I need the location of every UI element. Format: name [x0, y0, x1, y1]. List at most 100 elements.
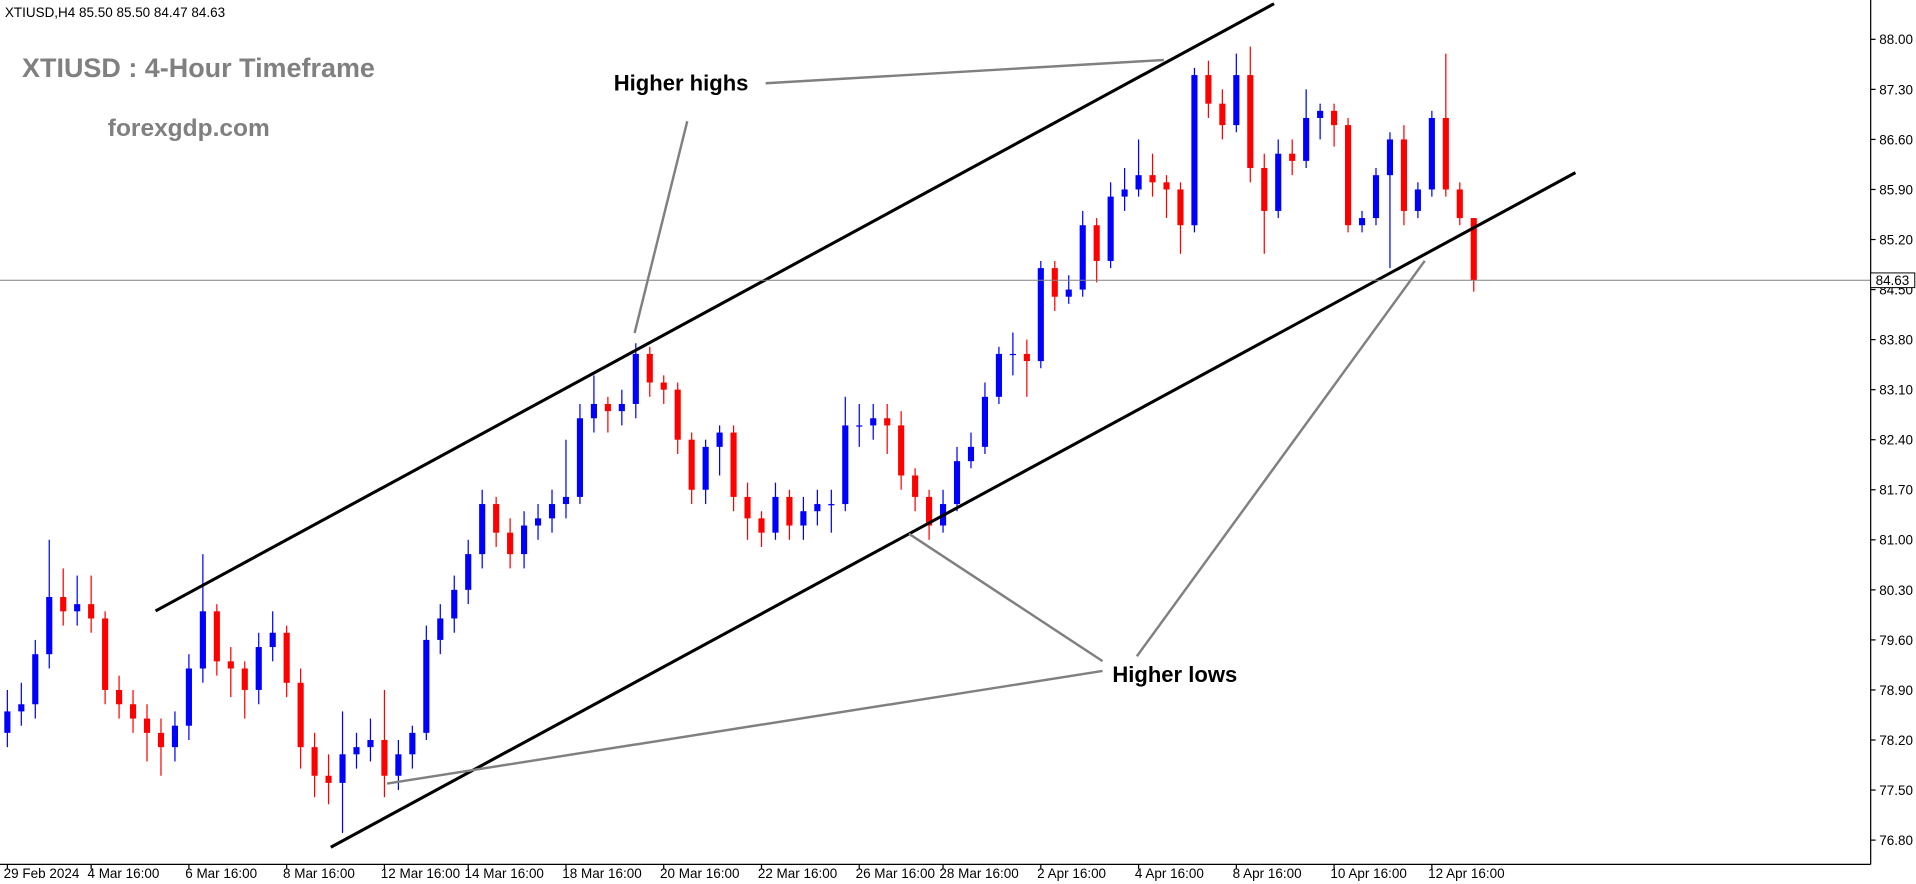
candle-body [1191, 75, 1198, 226]
candle-body [1163, 182, 1170, 190]
candle-body [1442, 117, 1449, 190]
candle-body [129, 704, 137, 719]
candle-body [283, 632, 290, 683]
candle-body [842, 425, 849, 505]
candle-body [898, 425, 905, 476]
pointer [386, 669, 1103, 785]
candle-body [1079, 225, 1086, 290]
x-tick-label: 8 Apr 16:00 [1233, 866, 1302, 881]
candle-body [255, 647, 262, 690]
candle-body [688, 439, 695, 490]
channel-lower [330, 171, 1577, 849]
candle-body [116, 689, 123, 705]
candle-body [856, 425, 863, 427]
candle-body [157, 732, 165, 748]
candle-body [213, 611, 220, 662]
y-tick-label: 88.00 [1879, 32, 1913, 47]
candle-body [995, 353, 1002, 397]
candle-body [758, 518, 765, 533]
x-tick-label: 2 Apr 16:00 [1037, 866, 1106, 881]
candle-body [423, 639, 430, 733]
candle-body [102, 618, 109, 690]
candle-body [185, 668, 192, 726]
x-tick-label: 4 Apr 16:00 [1135, 866, 1204, 881]
y-tick-label: 87.30 [1879, 82, 1913, 97]
header: XTIUSD,H4 85.50 85.50 84.47 84.63 [5, 5, 225, 20]
candle-body [1051, 268, 1058, 297]
candle-body [981, 396, 989, 447]
candle-body [1149, 175, 1156, 183]
candle-body [1121, 189, 1128, 197]
candle-body [1456, 189, 1463, 219]
candle-body [1023, 353, 1030, 362]
candle-body [926, 496, 933, 526]
candle-body [60, 597, 67, 612]
candle-body [1358, 218, 1366, 226]
candle-body [618, 403, 625, 412]
candle-body [590, 403, 597, 419]
candle-body [786, 496, 793, 526]
pointer [765, 58, 1164, 85]
x-tick-label: 18 Mar 16:00 [562, 866, 641, 881]
candle-body [451, 589, 458, 619]
candle-body [646, 353, 653, 383]
plot [4, 46, 1477, 833]
candle-body [772, 496, 779, 533]
candle-body [46, 597, 53, 655]
y-tick-label: 77.50 [1879, 783, 1913, 798]
candle-body [88, 604, 95, 619]
x-tick-label: 4 Mar 16:00 [87, 866, 159, 881]
candle-body [367, 740, 374, 748]
candle-body [1205, 75, 1212, 104]
candle-body [74, 604, 81, 612]
x-tick-label: 8 Mar 16:00 [283, 866, 355, 881]
y-tick-label: 85.90 [1879, 182, 1913, 197]
y-tick-label: 83.10 [1879, 383, 1913, 398]
candle-body [409, 732, 416, 755]
pointer [633, 120, 689, 334]
candle-body [967, 446, 975, 462]
candle-body [381, 740, 388, 776]
x-tick-label: 29 Feb 2024 [4, 866, 80, 881]
candle-body [241, 668, 248, 690]
candle-body [660, 382, 667, 390]
x-tick-label: 28 Mar 16:00 [939, 866, 1018, 881]
candle-body [353, 747, 360, 755]
candle-body [632, 353, 639, 404]
y-tick-label: 81.00 [1879, 533, 1913, 548]
candle-body [199, 611, 206, 669]
candle-body [325, 775, 332, 783]
y-tick-label: 80.30 [1879, 583, 1913, 598]
chart-title: XTIUSD : 4-Hour Timeframe [22, 53, 375, 83]
candle-body [1303, 117, 1310, 161]
candle-body [1261, 168, 1268, 211]
channel-upper [154, 2, 1275, 613]
candle-body [297, 682, 304, 748]
candle-body [674, 389, 681, 440]
x-tick-label: 14 Mar 16:00 [465, 866, 544, 881]
candle-body [1344, 125, 1352, 226]
candle-body [479, 504, 486, 555]
candle-body [1233, 75, 1240, 126]
y-tick-label: 76.80 [1879, 833, 1913, 848]
candle-body [1009, 353, 1016, 356]
candle-body [507, 532, 514, 555]
candle-body [171, 725, 179, 748]
candle-body [227, 661, 234, 669]
y-tick-label: 82.40 [1879, 433, 1913, 448]
y-tick-label: 86.60 [1879, 132, 1913, 147]
x-tick-label: 26 Mar 16:00 [856, 866, 935, 881]
candle-body [814, 504, 821, 512]
candle-body [4, 711, 11, 733]
candle-body [716, 432, 723, 447]
candle-body [1247, 75, 1254, 169]
candle-body [1289, 153, 1296, 161]
candle-body [548, 504, 556, 519]
y-tick-label: 79.60 [1879, 633, 1913, 648]
candle-body [311, 747, 318, 776]
candle-body [604, 403, 611, 412]
x-tick-label: 20 Mar 16:00 [660, 866, 739, 881]
